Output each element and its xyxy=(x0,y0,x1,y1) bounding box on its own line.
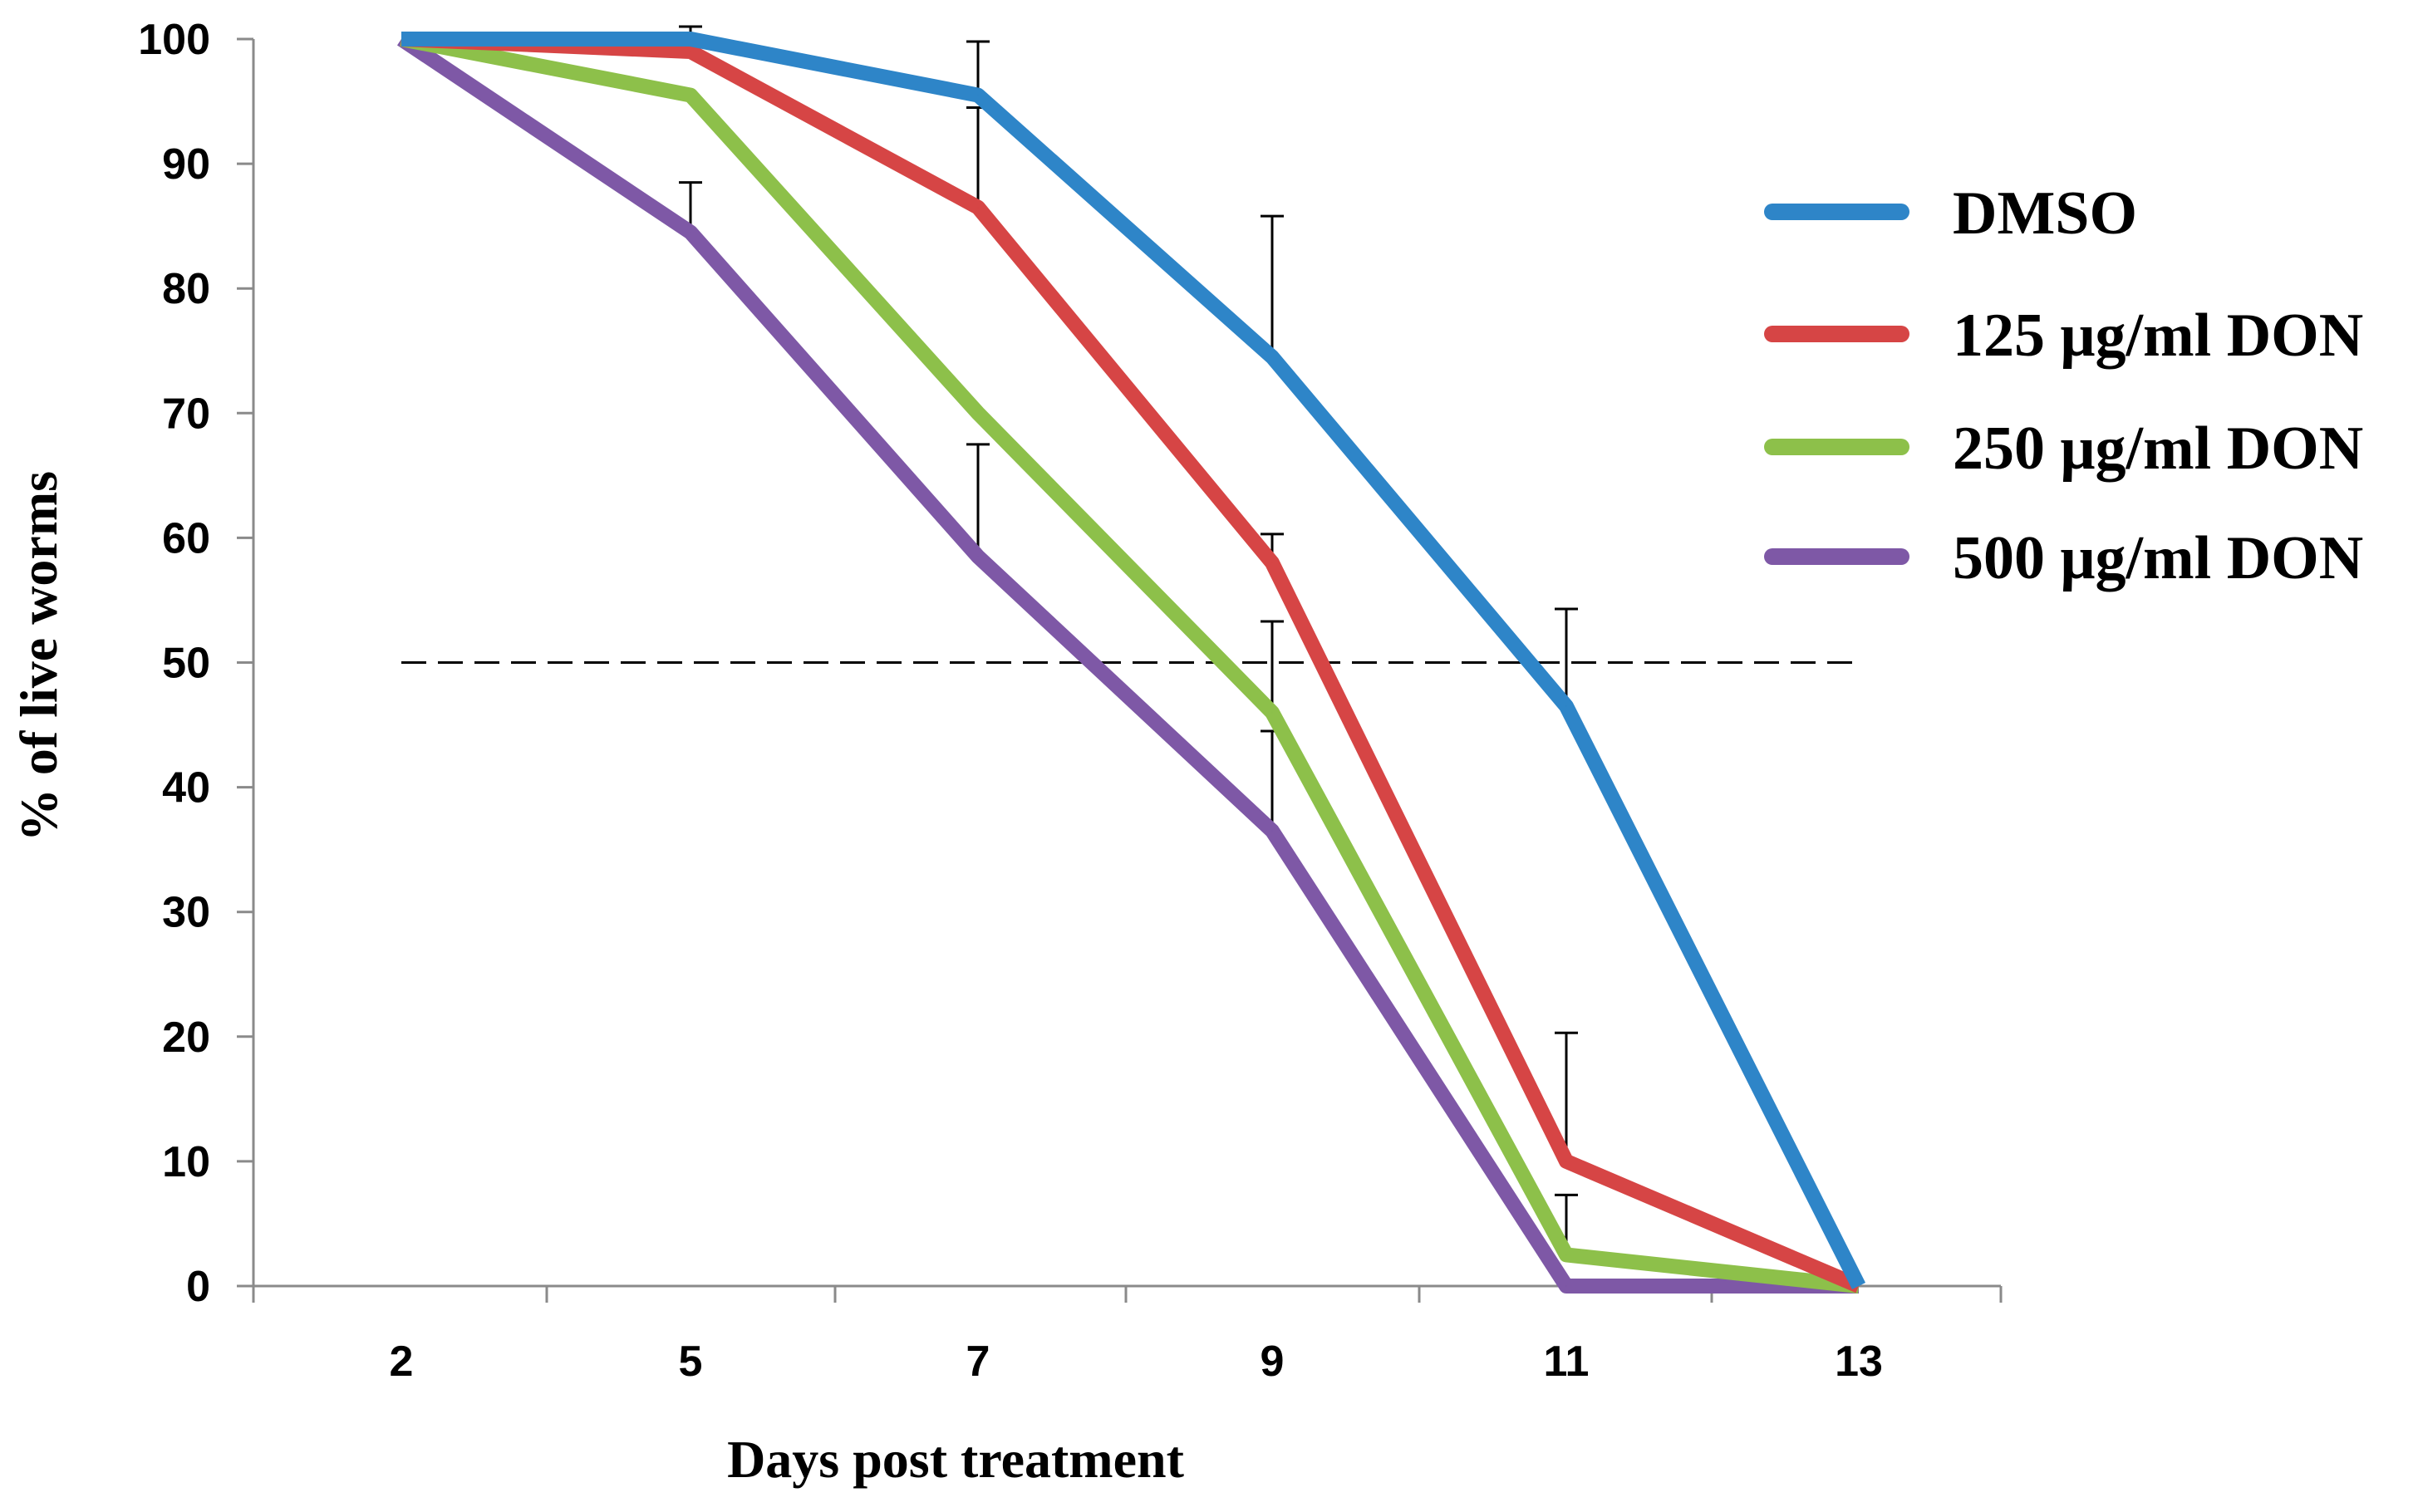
data-point-125-g-ml-don xyxy=(1271,562,1273,563)
y-tick-label: 10 xyxy=(162,1138,210,1186)
legend-label-500-g-ml-don: 500 μg/ml DON xyxy=(1953,524,2363,592)
data-point-125-g-ml-don xyxy=(977,207,979,209)
x-axis-title: Days post treatment xyxy=(727,1430,1185,1489)
x-tick-label: 2 xyxy=(390,1338,414,1386)
series-line-500-g-ml-don xyxy=(396,32,1859,1294)
y-tick-label: 80 xyxy=(162,265,210,313)
data-point-250-g-ml-don xyxy=(977,412,979,414)
data-point-125-g-ml-don xyxy=(690,51,691,52)
data-point-dmso xyxy=(690,38,691,40)
error-bars xyxy=(679,25,1578,1255)
data-point-500-g-ml-don xyxy=(690,232,691,233)
y-tick-label: 30 xyxy=(162,889,210,937)
y-axis-title: % of live worms xyxy=(9,471,68,842)
series-line-dmso xyxy=(401,32,1866,1290)
legend-label-250-g-ml-don: 250 μg/ml DON xyxy=(1953,415,2363,483)
x-tick-label: 11 xyxy=(1544,1338,1590,1386)
data-point-dmso xyxy=(977,95,979,96)
legend-label-125-g-ml-don: 125 μg/ml DON xyxy=(1953,302,2363,370)
series-line-125-g-ml-don xyxy=(401,32,1862,1294)
data-point-dmso xyxy=(401,38,402,40)
data-point-250-g-ml-don xyxy=(690,95,691,96)
data-point-500-g-ml-don xyxy=(1565,1285,1567,1287)
legend-label-dmso: DMSO xyxy=(1953,179,2137,248)
legend: DMSO 125 μg/ml DON 250 μg/ml DON 500 μg/ml … xyxy=(1764,179,2363,592)
y-tick-label: 50 xyxy=(162,640,210,688)
y-tick-label: 70 xyxy=(162,390,210,438)
data-point-250-g-ml-don xyxy=(1565,1254,1567,1255)
data-point-500-g-ml-don xyxy=(1271,830,1273,832)
x-tick-label: 5 xyxy=(679,1338,703,1386)
y-tick-label: 20 xyxy=(162,1014,210,1062)
tick-labels: 0 10 20 30 40 50 60 70 80 90 100 2 5 7 9 11 13 xyxy=(138,16,1883,1386)
y-tick-label: 0 xyxy=(186,1263,210,1311)
x-tick-label: 13 xyxy=(1835,1338,1883,1386)
data-point-125-g-ml-don xyxy=(1565,1161,1567,1162)
data-point-dmso xyxy=(1271,356,1273,358)
data-point-250-g-ml-don xyxy=(1271,712,1273,714)
series-line-250-g-ml-don xyxy=(400,32,1860,1294)
data-point-500-g-ml-don xyxy=(977,556,979,557)
y-tick-label: 60 xyxy=(162,514,210,562)
data-point-dmso xyxy=(1565,705,1567,707)
y-tick-label: 40 xyxy=(162,764,210,812)
x-tick-label: 7 xyxy=(966,1338,990,1386)
series-layer xyxy=(396,32,1866,1294)
y-tick-label: 90 xyxy=(162,140,210,189)
data-point-dmso xyxy=(1858,1285,1860,1287)
x-tick-label: 9 xyxy=(1261,1338,1285,1386)
y-tick-label: 100 xyxy=(138,16,210,64)
